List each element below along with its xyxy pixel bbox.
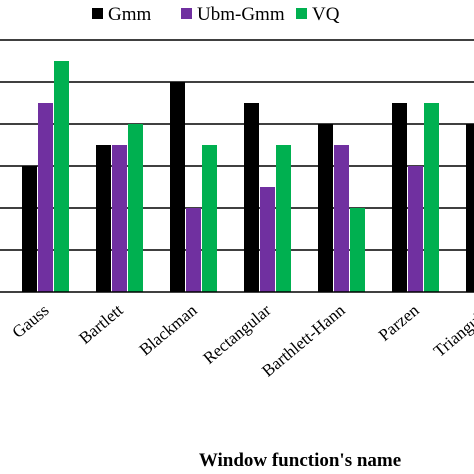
legend-swatch — [296, 8, 307, 19]
bar-vq-parzen — [424, 103, 439, 292]
bar-vq-rectangular — [276, 145, 291, 292]
legend-swatch — [181, 8, 192, 19]
bar-ubm-gmm-parzen — [408, 166, 423, 292]
x-tick-labels: Gauss Bartlett BlackmanRectangularBarthlet… — [9, 300, 474, 380]
bar-ubm-gmm-gauss — [38, 103, 53, 292]
bar-vq-barthlett-hann — [350, 208, 365, 292]
bar-gmm-parzen — [392, 103, 407, 292]
bar-gmm-gauss — [22, 166, 37, 292]
bar-ubm-gmm-rectangular — [260, 187, 275, 292]
bar-gmm-bartlett — [96, 145, 111, 292]
bar-vq-bartlett — [128, 124, 143, 292]
legend-label: VQ — [312, 4, 340, 25]
legend-swatch — [92, 8, 103, 19]
bar-gmm-rectangular — [244, 103, 259, 292]
bar-vq-blackman — [202, 145, 217, 292]
x-tick-label: Rectangular — [199, 300, 274, 368]
x-axis-label: Window function's name — [199, 450, 401, 471]
x-tick-label: Blackman — [136, 300, 201, 359]
x-tick-label: Triangular — [430, 300, 474, 361]
bar-gmm-blackman — [170, 82, 185, 292]
bar-vq-gauss — [54, 61, 69, 292]
bar-ubm-gmm-blackman — [186, 208, 201, 292]
bar-ubm-gmm-bartlett — [112, 145, 127, 292]
legend: Gmm Ubm-Gmm VQ — [92, 4, 340, 25]
bars — [22, 61, 474, 292]
x-tick-label: Bartlett — [75, 300, 126, 348]
bar-ubm-gmm-barthlett-hann — [334, 145, 349, 292]
x-tick-label: Parzen — [375, 300, 423, 345]
legend-label: Gmm — [108, 4, 152, 25]
bar-gmm-barthlett-hann — [318, 124, 333, 292]
x-tick-label: Gauss — [9, 301, 53, 342]
legend-label: Ubm-Gmm — [197, 4, 285, 25]
bar-gmm-triangular — [466, 124, 474, 292]
